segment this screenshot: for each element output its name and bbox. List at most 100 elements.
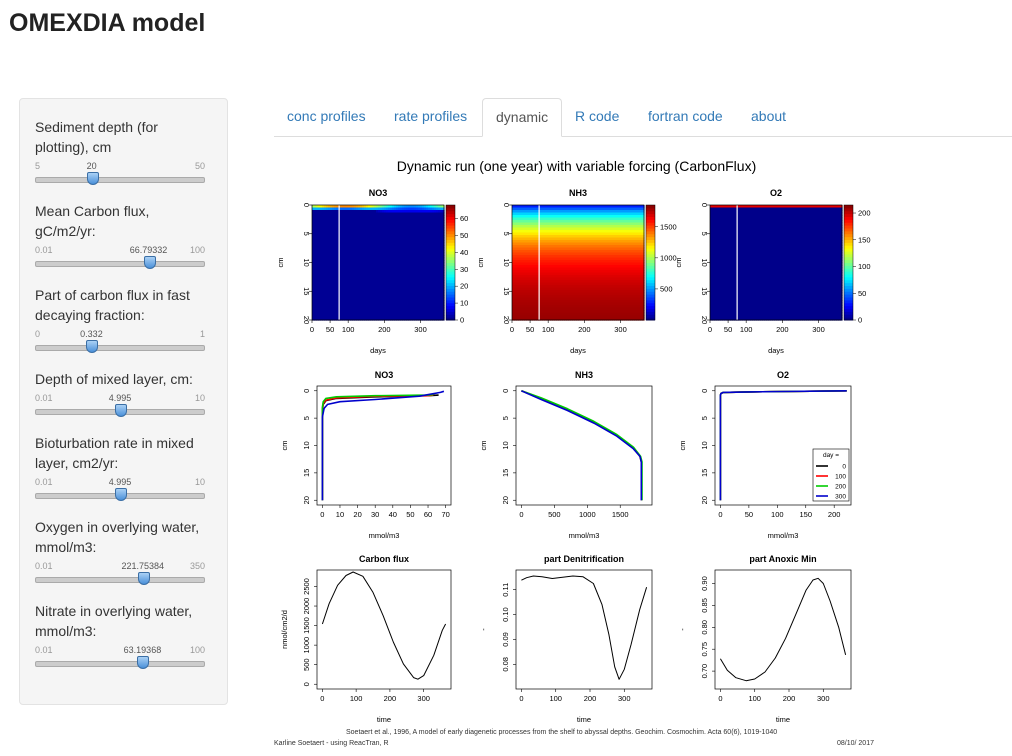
slider-track[interactable] bbox=[35, 661, 205, 667]
slider-track[interactable] bbox=[35, 261, 205, 267]
heatmap-cell bbox=[560, 302, 563, 306]
slider-handle[interactable] bbox=[115, 488, 127, 501]
heatmap-cell bbox=[516, 287, 519, 291]
tab-r-code[interactable]: R code bbox=[575, 108, 620, 124]
slider-max-label: 350 bbox=[189, 561, 205, 571]
heatmap-cell bbox=[540, 235, 543, 239]
heatmap-cell bbox=[402, 212, 405, 216]
heatmap-cell bbox=[532, 270, 535, 274]
heatmap-cell bbox=[410, 242, 413, 246]
heatmap-cell bbox=[370, 297, 373, 301]
heatmap-cell bbox=[402, 215, 405, 219]
slider-track[interactable] bbox=[35, 177, 205, 183]
heatmap-cell bbox=[312, 210, 315, 214]
heatmap-cell bbox=[522, 217, 525, 221]
heatmap-cell bbox=[332, 280, 335, 284]
heatmap-cell bbox=[550, 267, 553, 271]
heatmap-cell bbox=[410, 212, 413, 216]
slider-handle[interactable] bbox=[143, 256, 156, 269]
slider-handle[interactable] bbox=[137, 572, 150, 585]
slider[interactable]: 0.01 100 66.79332 bbox=[35, 245, 205, 269]
heatmap-cell bbox=[554, 210, 557, 214]
heatmap-cell bbox=[362, 237, 365, 241]
heatmap-cell bbox=[322, 300, 325, 304]
heatmap-cell bbox=[388, 237, 391, 241]
slider-track[interactable] bbox=[35, 345, 205, 351]
heatmap-cell bbox=[580, 295, 583, 299]
heatmap-cell bbox=[438, 227, 441, 231]
heatmap-cell bbox=[558, 250, 561, 254]
heatmap-cell bbox=[314, 205, 317, 209]
slider-handle[interactable] bbox=[86, 340, 99, 353]
heatmap-cell bbox=[388, 255, 391, 259]
tab-fortran-code[interactable]: fortran code bbox=[648, 108, 723, 124]
heatmap-cell bbox=[570, 307, 573, 311]
heatmap-cell bbox=[316, 307, 319, 311]
heatmap-cell bbox=[312, 222, 315, 226]
heatmap-cell bbox=[528, 207, 531, 211]
heatmap-cell bbox=[512, 290, 515, 294]
heatmap-cell bbox=[440, 237, 443, 241]
heatmap-cell bbox=[406, 252, 409, 256]
slider-handle[interactable] bbox=[86, 172, 99, 185]
heatmap-cell bbox=[512, 270, 515, 274]
heatmap-cell bbox=[404, 222, 407, 226]
heatmap-cell bbox=[380, 255, 383, 259]
slider[interactable]: 0.01 10 4.995 bbox=[35, 477, 205, 501]
tab-about[interactable]: about bbox=[751, 108, 787, 124]
heatmap-cell bbox=[574, 215, 577, 219]
heatmap-cell bbox=[364, 252, 367, 256]
slider[interactable]: 0 1 0.332 bbox=[35, 329, 205, 353]
heatmap-cell bbox=[366, 215, 369, 219]
heatmap-cell bbox=[564, 290, 567, 294]
colorbar-cell bbox=[446, 210, 455, 215]
heatmap-cell bbox=[560, 317, 563, 321]
heatmap-cell bbox=[400, 315, 403, 319]
heatmap-cell bbox=[556, 230, 559, 234]
tab-conc-profiles[interactable]: conc profiles bbox=[287, 108, 366, 124]
heatmap-cell bbox=[348, 205, 351, 209]
heatmap-cell bbox=[420, 210, 423, 214]
heatmap-cell bbox=[432, 317, 435, 321]
slider-handle[interactable] bbox=[115, 404, 127, 417]
heatmap-cell bbox=[344, 295, 347, 299]
heatmap-cell bbox=[354, 235, 357, 239]
heatmap-cell bbox=[368, 220, 371, 224]
heatmap-cell bbox=[524, 222, 527, 226]
slider[interactable]: 0.01 350 221.75384 bbox=[35, 561, 205, 585]
slider[interactable]: 0.01 100 63.19368 bbox=[35, 645, 205, 669]
slider[interactable]: 5 50 20 bbox=[35, 161, 205, 185]
heatmap-cell bbox=[376, 295, 379, 299]
heatmap-cell bbox=[356, 295, 359, 299]
heatmap-cell bbox=[330, 277, 333, 281]
heatmap-cell bbox=[364, 220, 367, 224]
slider[interactable]: 0.01 10 4.995 bbox=[35, 393, 205, 417]
heatmap-cell bbox=[386, 237, 389, 241]
heatmap-cell bbox=[402, 295, 405, 299]
tab-dynamic[interactable]: dynamic bbox=[482, 98, 563, 137]
tab-rate-profiles[interactable]: rate profiles bbox=[394, 108, 468, 124]
heatmap-cell bbox=[392, 300, 395, 304]
heatmap-cell bbox=[342, 315, 345, 319]
heatmap-cell bbox=[384, 230, 387, 234]
heatmap-cell bbox=[572, 315, 575, 319]
slider-handle[interactable] bbox=[137, 656, 150, 669]
heatmap-cell bbox=[416, 232, 419, 236]
heatmap-cell bbox=[576, 235, 579, 239]
heatmap-cell bbox=[370, 225, 373, 229]
heatmap-cell bbox=[320, 212, 323, 216]
heatmap-cell bbox=[340, 220, 343, 224]
heatmap-cell bbox=[404, 225, 407, 229]
heatmap-cell bbox=[312, 230, 315, 234]
slider-track[interactable] bbox=[35, 577, 205, 583]
heatmap-cell bbox=[356, 255, 359, 259]
heatmap-cell bbox=[568, 252, 571, 256]
heatmap-cell bbox=[356, 227, 359, 231]
heatmap-cell bbox=[336, 290, 339, 294]
heatmap-cell bbox=[388, 247, 391, 251]
heatmap-cell bbox=[588, 225, 591, 229]
heatmap-cell bbox=[442, 277, 445, 281]
heatmap-cell bbox=[320, 317, 323, 321]
heatmap-cell bbox=[420, 255, 423, 259]
heatmap-cell bbox=[588, 270, 591, 274]
